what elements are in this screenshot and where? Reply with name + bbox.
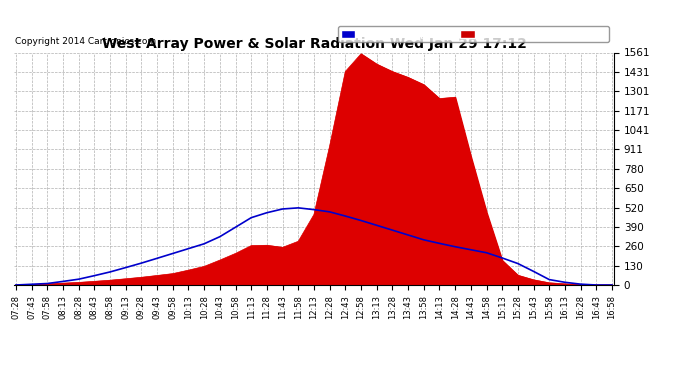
Title: West Array Power & Solar Radiation Wed Jan 29 17:12: West Array Power & Solar Radiation Wed J… <box>101 38 526 51</box>
Text: Copyright 2014 Cartronics.com: Copyright 2014 Cartronics.com <box>15 38 156 46</box>
Legend: Radiation (w/m2), West Array (DC Watts): Radiation (w/m2), West Array (DC Watts) <box>338 26 609 42</box>
